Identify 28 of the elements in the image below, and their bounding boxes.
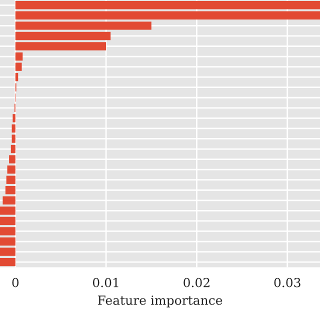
x-axis-title: Feature importance: [98, 296, 222, 308]
bar: [0, 206, 16, 215]
bar: [0, 227, 16, 236]
bar: [2, 196, 16, 205]
bar: [15, 32, 111, 40]
bar: [12, 134, 16, 143]
bar: [15, 42, 106, 50]
bar: [6, 176, 16, 184]
bar: [9, 155, 16, 164]
bar: [0, 216, 16, 226]
bar: [10, 144, 16, 154]
bar: [12, 114, 16, 122]
x-tick-label: 0.03: [274, 278, 300, 288]
bar: [15, 52, 23, 61]
bar: [7, 165, 16, 174]
bar: [0, 248, 16, 256]
bar: [15, 72, 18, 82]
x-tick-label: 0.02: [184, 278, 210, 288]
x-tick-label: 0.01: [92, 278, 118, 288]
bar: [15, 11, 320, 20]
bar: [0, 258, 16, 266]
bar: [5, 186, 16, 194]
x-tick-label: 0: [12, 278, 19, 288]
bar: [15, 22, 152, 30]
bar: [0, 237, 16, 246]
bar: [15, 1, 320, 10]
bar: [12, 124, 16, 133]
bar: [15, 62, 22, 71]
